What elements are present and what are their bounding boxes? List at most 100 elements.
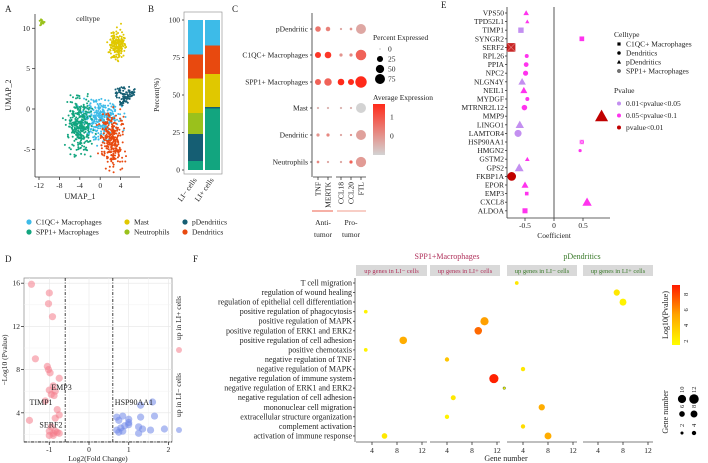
coefficient-marker <box>525 19 530 24</box>
umap-point <box>110 116 113 119</box>
color-legend-tick: 2 <box>683 339 690 342</box>
umap-points <box>38 18 136 174</box>
color-legend-tick: 4 <box>683 323 690 327</box>
umap-point <box>72 112 75 115</box>
umap-point <box>99 137 102 139</box>
size-legend-label: 6 <box>679 404 686 408</box>
umap-point <box>111 147 114 150</box>
color-legend-title: Average Expression <box>373 93 433 102</box>
enrichment-dot <box>520 424 526 429</box>
umap-point <box>120 37 123 40</box>
umap-point <box>91 107 94 110</box>
umap-point <box>124 46 127 49</box>
umap-point <box>124 150 126 153</box>
expression-dot <box>349 27 353 31</box>
gene-point <box>46 369 54 377</box>
umap-point <box>92 100 95 103</box>
legend-swatch <box>124 229 130 235</box>
umap-point <box>74 118 77 120</box>
umap-point <box>118 148 121 151</box>
umap-point <box>84 128 87 131</box>
bar-segment <box>205 20 220 46</box>
umap-point <box>113 51 116 54</box>
umap-point <box>103 152 106 155</box>
panel-label: A <box>5 4 12 14</box>
umap-point <box>94 132 97 135</box>
umap-point <box>104 99 107 102</box>
umap-point <box>95 100 98 103</box>
size-legend-label: 75 <box>388 75 396 84</box>
gene-label: FKBP1A <box>476 172 505 181</box>
color-legend-title: Log10(Pvalue) <box>661 291 670 339</box>
legend-swatch <box>176 427 182 433</box>
x-axis-label: Gene number <box>484 454 528 463</box>
umap-point <box>122 123 125 126</box>
umap-point <box>116 39 119 42</box>
term-label: mononuclear cell migration <box>264 403 352 412</box>
umap-point <box>77 148 80 150</box>
gene-point <box>49 431 57 440</box>
umap-point <box>92 138 95 141</box>
umap-point <box>122 129 125 132</box>
term-label: negative regulation of cell adhesion <box>238 393 352 402</box>
umap-point <box>75 104 78 107</box>
row-label: Mast <box>293 104 309 113</box>
umap-point <box>119 100 121 103</box>
umap-point <box>110 160 113 163</box>
umap-point <box>117 32 119 34</box>
umap-point <box>76 107 79 110</box>
umap-point <box>105 147 108 150</box>
umap-point <box>120 86 123 89</box>
umap-point <box>113 45 115 48</box>
expression-dot <box>356 130 366 140</box>
umap-point <box>86 139 88 142</box>
coefficient-marker <box>518 78 526 85</box>
umap-point <box>92 120 95 123</box>
x-tick-label: 0.5 <box>578 221 588 230</box>
umap-point <box>124 96 127 99</box>
umap-point <box>89 140 92 142</box>
bar-segment <box>205 108 220 170</box>
coefficient-marker <box>521 104 528 111</box>
umap-point <box>107 99 110 102</box>
umap-point <box>122 97 125 100</box>
expression-dot <box>355 156 367 168</box>
umap-point <box>75 148 78 151</box>
umap-point <box>131 90 134 93</box>
umap-point <box>122 89 125 92</box>
gene-point <box>146 426 155 434</box>
facet-label: up genes in LI− cells <box>364 268 419 275</box>
umap-point <box>111 112 114 115</box>
legend-swatch <box>617 101 621 106</box>
umap-point <box>90 142 93 145</box>
umap-point <box>115 38 118 41</box>
umap-point <box>79 110 82 113</box>
umap-point <box>112 39 115 42</box>
gene-point <box>44 300 53 308</box>
umap-point <box>113 117 116 120</box>
y-tick-label: 10 <box>23 24 31 33</box>
gene-point <box>27 280 36 288</box>
umap-point <box>71 101 74 104</box>
umap-point <box>75 127 78 130</box>
size-legend-dot <box>677 394 687 404</box>
umap-point <box>85 98 88 101</box>
size-legend-label: 12 <box>691 387 698 394</box>
expression-dot <box>326 133 330 137</box>
umap-point <box>105 139 108 142</box>
umap-point <box>88 122 91 125</box>
legend-swatch <box>26 229 32 235</box>
umap-point <box>117 36 120 39</box>
umap-point <box>107 114 110 117</box>
umap-point <box>109 43 112 46</box>
umap-point <box>74 102 77 105</box>
umap-point <box>124 160 127 163</box>
umap-point <box>76 112 79 115</box>
umap-point <box>74 112 77 115</box>
x-tick-label: 2 <box>167 445 171 454</box>
term-label: negative regulation of immune system <box>229 374 352 383</box>
umap-point <box>94 129 96 132</box>
y-tick-label: 75 <box>173 53 181 62</box>
enrichment-dot <box>514 281 519 285</box>
coefficient-marker <box>523 10 529 16</box>
